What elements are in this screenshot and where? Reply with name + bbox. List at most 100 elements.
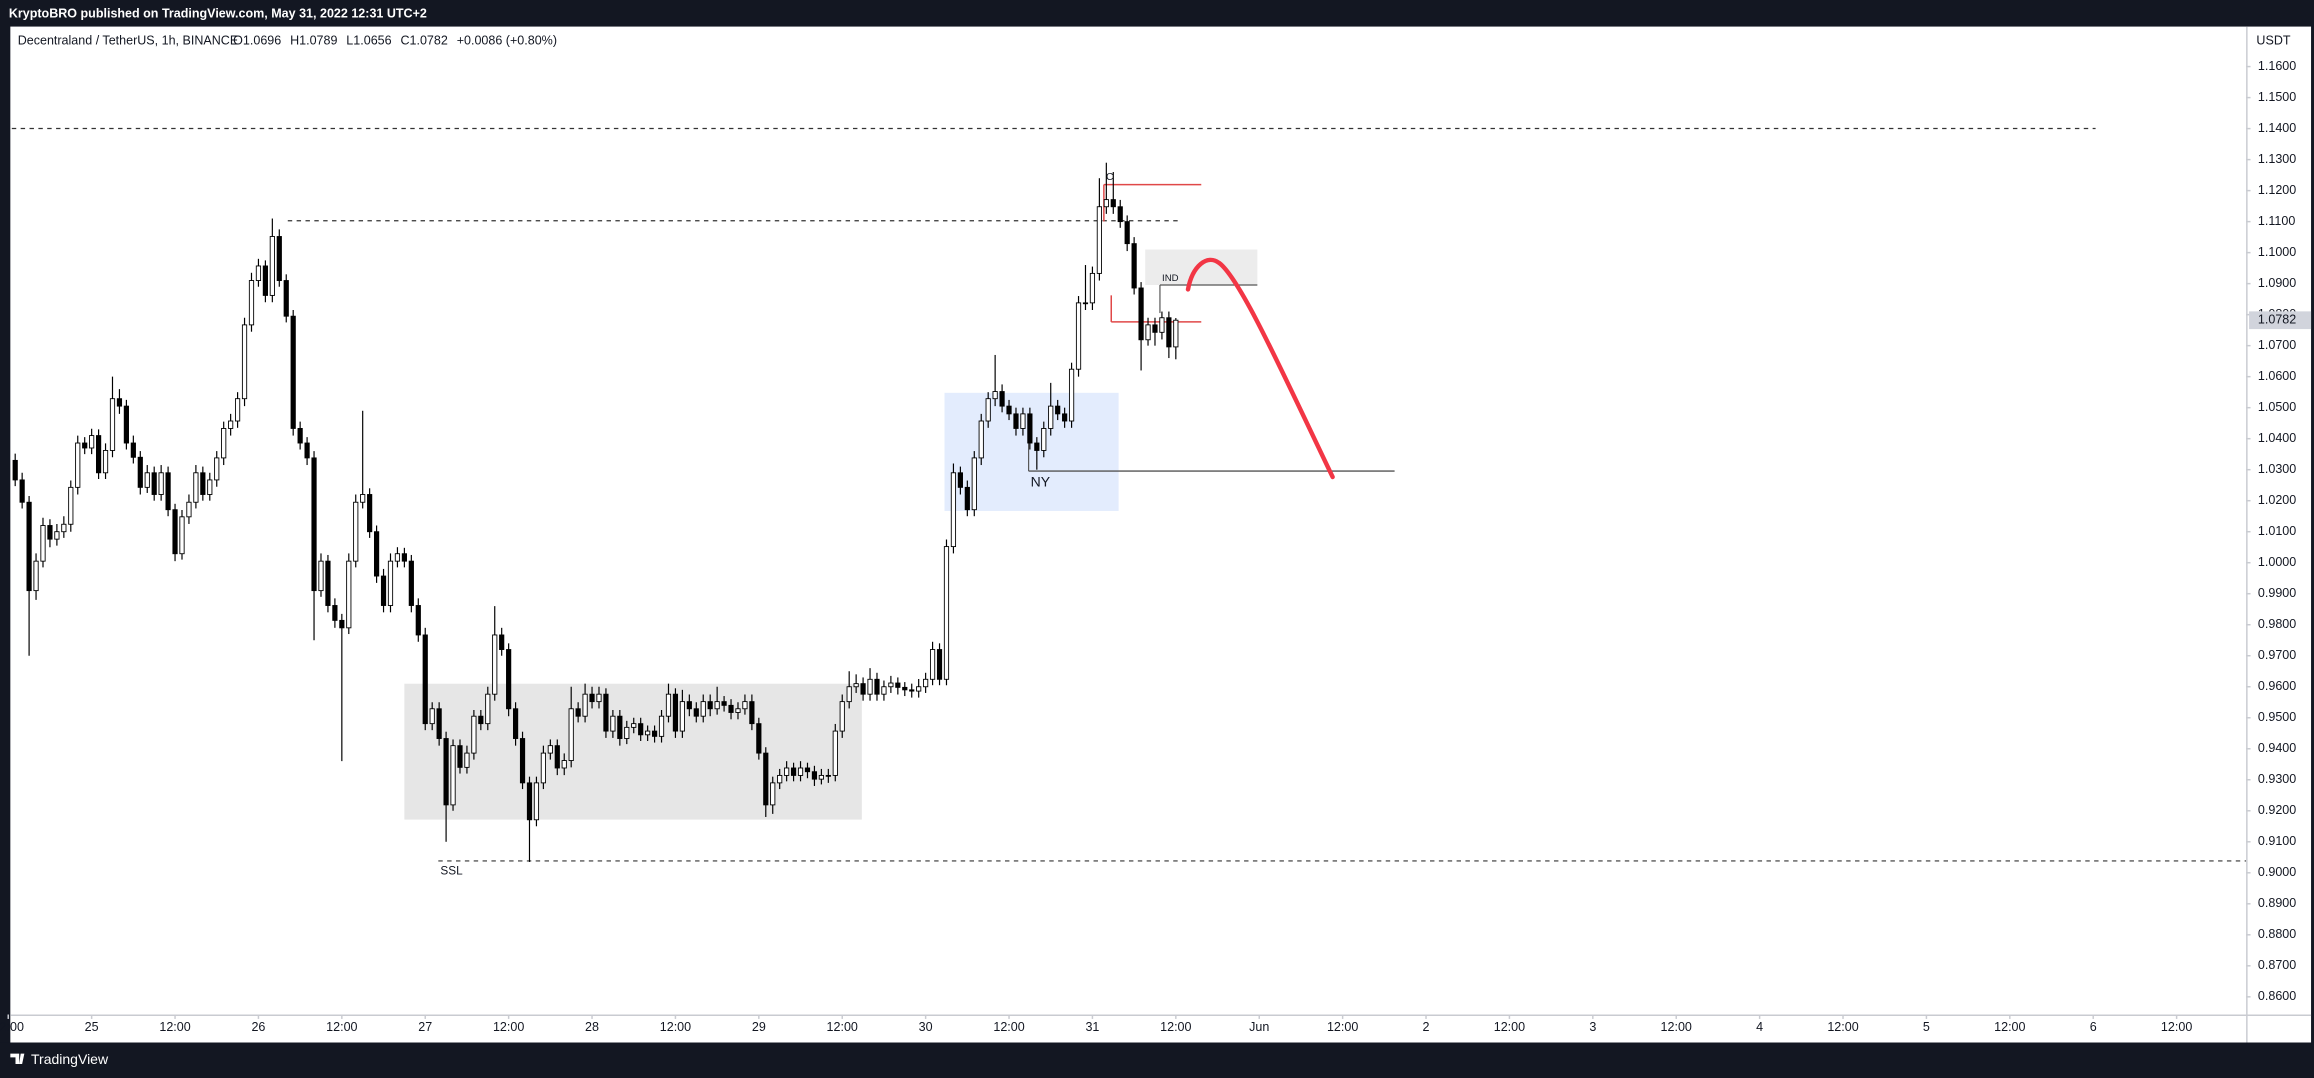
candle-body (686, 701, 692, 710)
candle-body (1075, 302, 1082, 370)
candle-body (339, 619, 345, 629)
candle-body (360, 494, 366, 503)
candle-body (332, 605, 338, 621)
imbalance-box (1145, 249, 1258, 286)
symbol-info: Decentraland / TetherUS, 1h, BINANCE (18, 34, 238, 48)
candle-body (304, 442, 310, 459)
candle-body (471, 715, 477, 754)
candle-body (839, 701, 845, 732)
candle-body (47, 525, 53, 540)
candle-body (485, 693, 491, 725)
candle-body (846, 686, 852, 703)
candle-body (318, 560, 324, 592)
x-tick-label: 26 (251, 1020, 265, 1034)
y-tick-label: 1.0200 (2258, 493, 2296, 507)
candle-body (415, 605, 421, 636)
candle-body (610, 715, 616, 732)
candle-body (971, 457, 977, 511)
candle-body (82, 442, 88, 449)
candle-body (130, 442, 136, 458)
candle-body (367, 494, 373, 533)
x-tick-label: 12:00 (159, 1020, 190, 1034)
candle-body (1166, 317, 1172, 348)
candle-body (450, 745, 456, 806)
candle-body (408, 560, 414, 606)
candle-body (1159, 317, 1165, 333)
x-tick-label: 6 (2090, 1020, 2097, 1034)
candle-body (645, 730, 651, 736)
x-tick-label: 2 (1423, 1020, 1430, 1034)
y-tick-label: 0.9100 (2258, 834, 2296, 848)
candle-body (1062, 413, 1068, 422)
candle-body (102, 450, 109, 474)
candle-body (248, 280, 255, 326)
candle-body (172, 509, 178, 555)
candle-body (394, 553, 401, 562)
candle-body (665, 693, 672, 717)
candle-body (672, 693, 679, 732)
x-tick-label: 4 (1756, 1020, 1763, 1034)
candle-body (1103, 199, 1109, 208)
candle-body (790, 767, 797, 776)
candle-body (186, 501, 192, 518)
candle-body (436, 708, 442, 739)
candle-body (950, 472, 957, 548)
y-tick-label: 1.0700 (2258, 338, 2296, 352)
candle-body (853, 683, 859, 688)
legend-item: C1.0782 (400, 34, 447, 48)
candle-body (54, 531, 60, 540)
candle-body (902, 686, 908, 691)
price-unit: USDT (2256, 34, 2290, 48)
candle-body (89, 435, 95, 449)
x-tick-label: 31 (1085, 1020, 1099, 1034)
candle-body (603, 693, 609, 732)
candle-body (533, 782, 540, 821)
x-tick-label: 12:00 (326, 1020, 357, 1034)
candle-body (325, 560, 331, 606)
x-tick-label: 3 (1589, 1020, 1596, 1034)
candle-body (255, 265, 262, 281)
candle-body (561, 760, 567, 769)
y-tick-label: 0.8600 (2258, 989, 2296, 1003)
candle-body (33, 560, 39, 592)
y-tick-label: 0.9500 (2258, 710, 2296, 724)
candle-body (443, 738, 449, 806)
candle-body (540, 752, 546, 784)
candle-body (568, 708, 574, 761)
publish-info: KryptoBRO published on TradingView.com, … (9, 6, 427, 20)
candle-body (297, 428, 303, 444)
axes: 0.8600 0.8700 0.8800 0.8900 0.9000 0.9100 0.92… (0, 59, 2312, 1034)
legend-item: +0.0086 (+0.80%) (457, 34, 557, 48)
candle-body (12, 459, 18, 481)
y-tick-label: 0.9600 (2258, 679, 2296, 693)
candle-body (401, 553, 407, 562)
x-tick-label: 12:00 (0, 1020, 24, 1034)
candle-body (825, 774, 831, 777)
x-tick-label: 12:00 (2161, 1020, 2192, 1034)
candle-body (797, 767, 804, 776)
x-tick-label: 12:00 (660, 1020, 691, 1034)
y-tick-label: 1.0000 (2258, 555, 2296, 569)
candle-body (68, 486, 74, 525)
candle-body (1089, 272, 1096, 304)
candle-body (276, 236, 282, 281)
candle-body (860, 683, 866, 695)
chart-panel (10, 26, 2312, 1043)
y-tick-label: 0.9700 (2258, 648, 2296, 662)
y-tick-label: 1.0400 (2258, 431, 2296, 445)
candle-body (1145, 324, 1151, 341)
candle-body (478, 715, 484, 725)
legend-item: L1.0656 (346, 34, 391, 48)
candle-body (519, 738, 526, 784)
candle-body (992, 391, 998, 400)
y-tick-label: 0.9200 (2258, 803, 2296, 817)
candle-body (109, 398, 116, 451)
candle-body (1013, 413, 1019, 429)
candle-body (373, 531, 380, 577)
candle-body (193, 472, 199, 503)
candle-body (999, 391, 1005, 407)
candle-body (526, 782, 533, 821)
candle-body (909, 689, 915, 692)
